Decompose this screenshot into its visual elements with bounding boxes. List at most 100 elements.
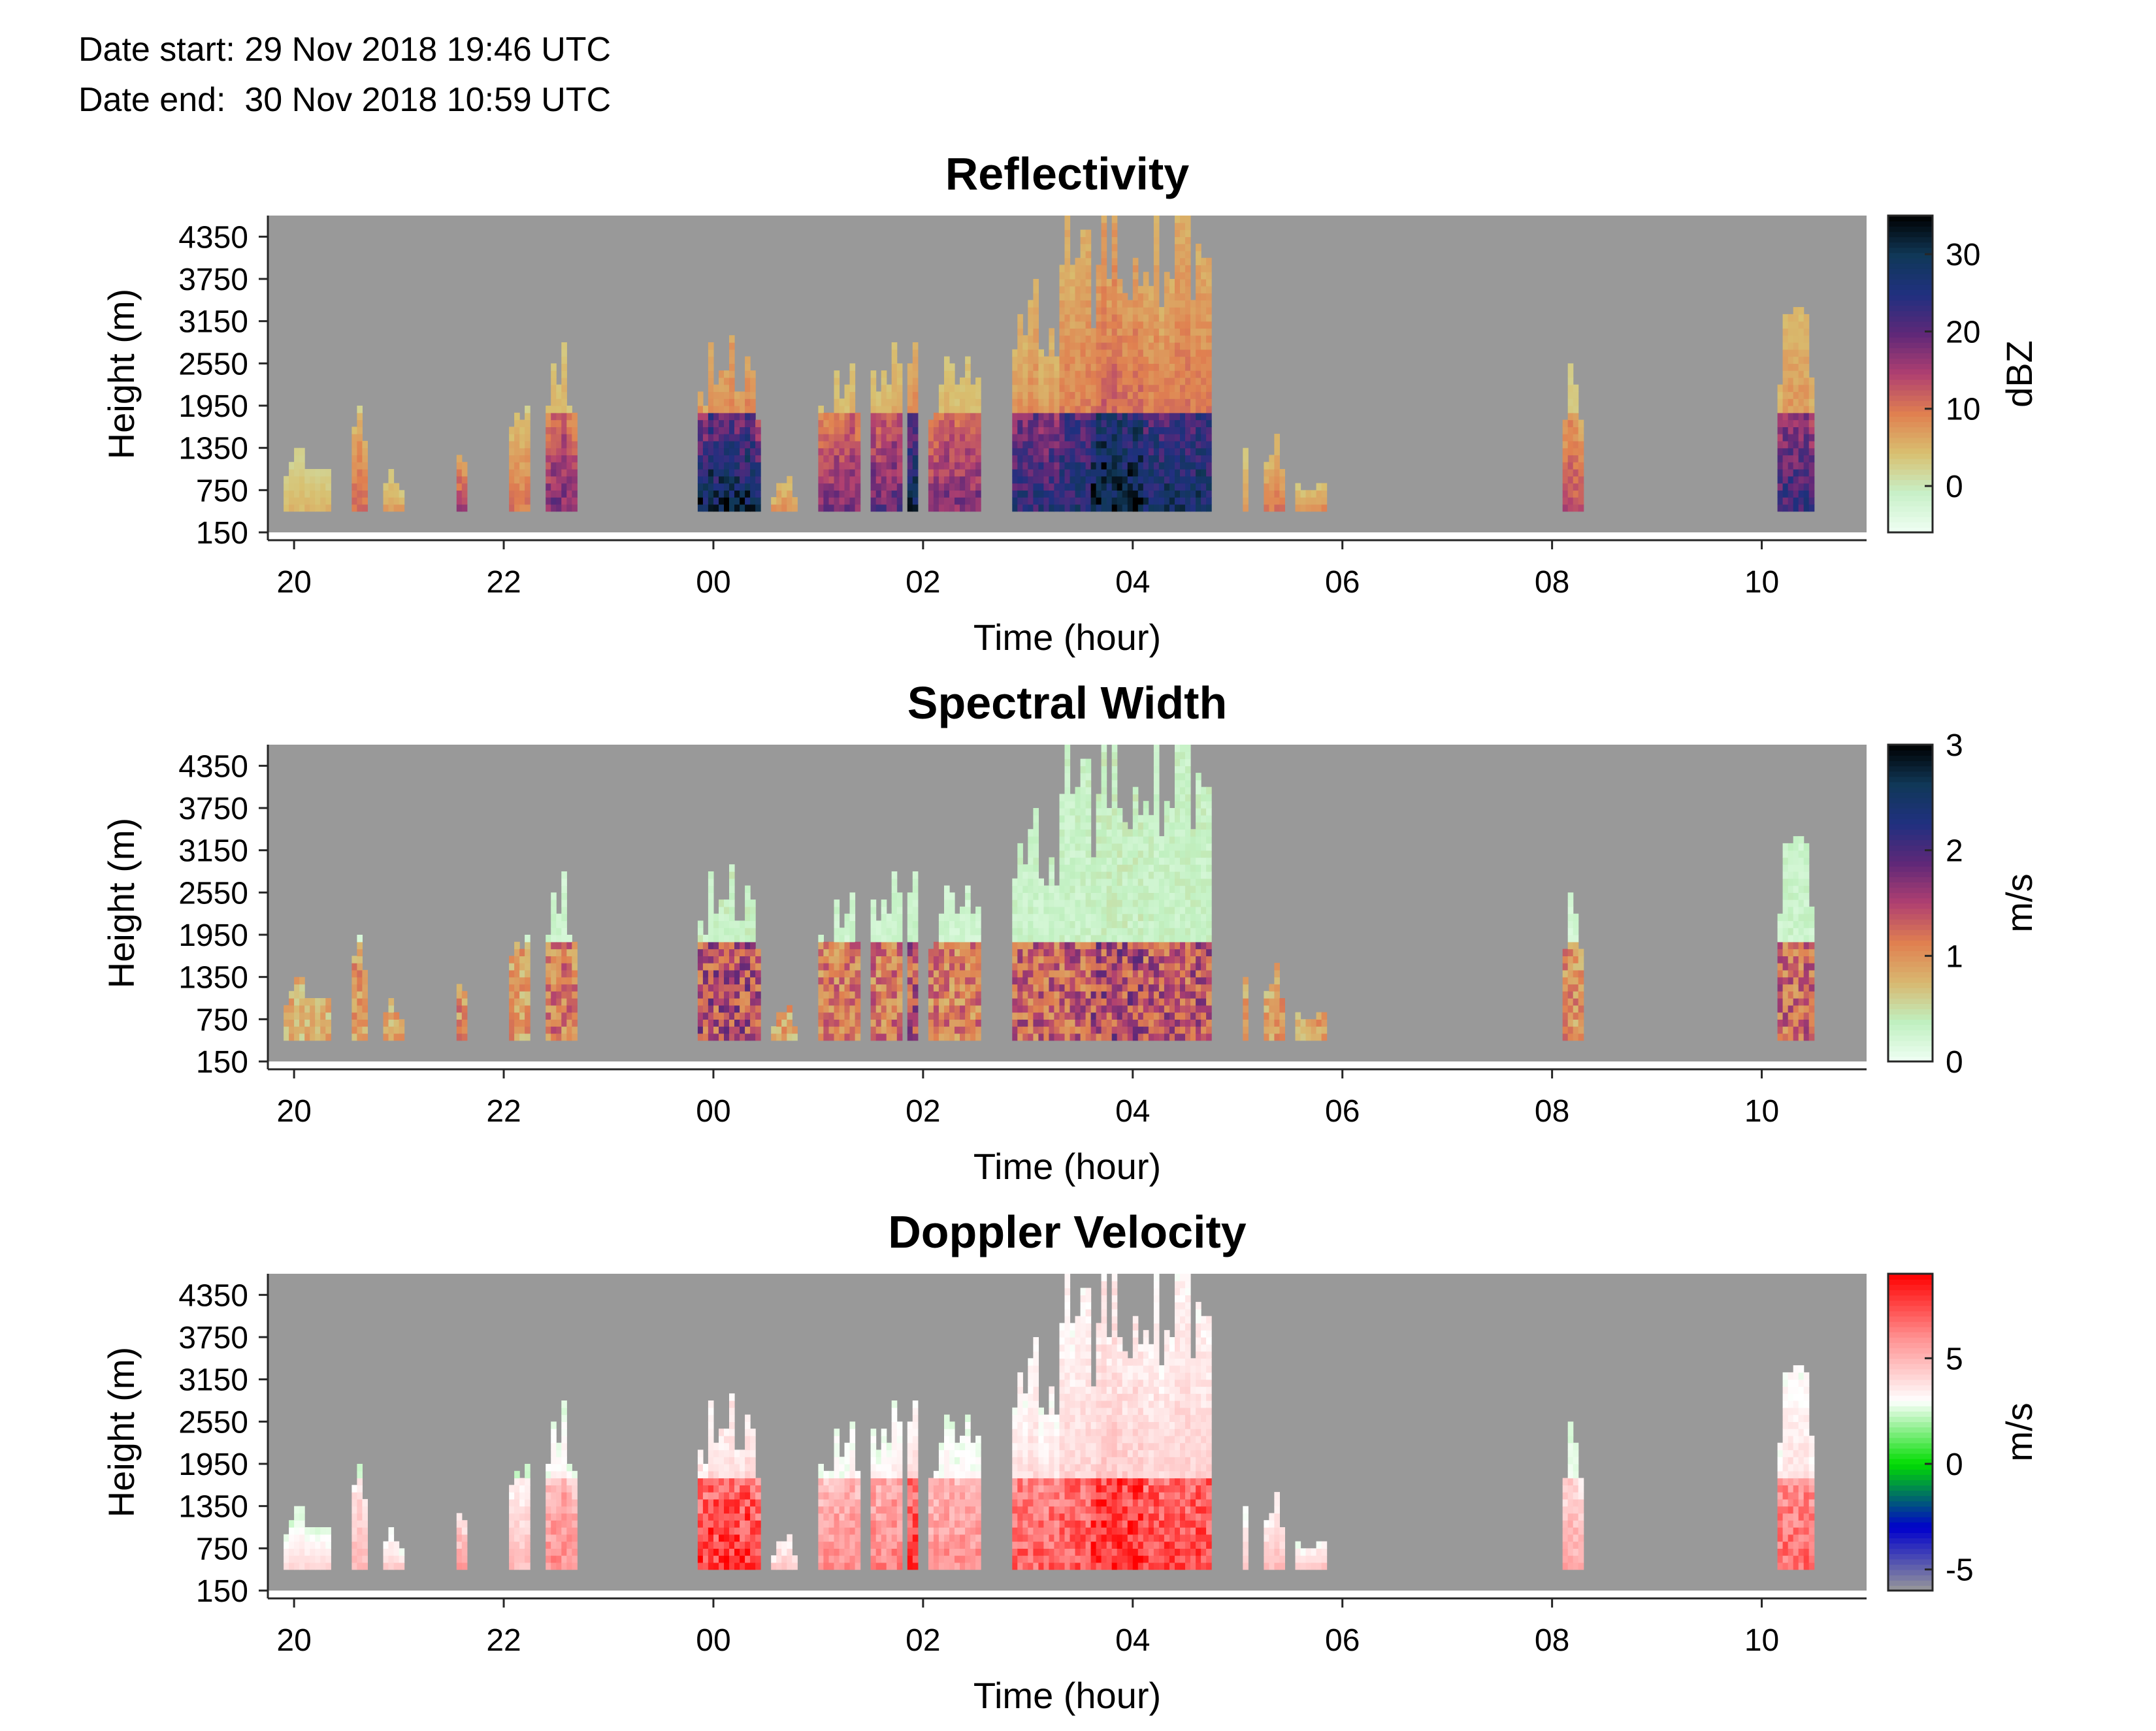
- heatmap-cell: [1075, 427, 1081, 434]
- heatmap-cell: [1028, 363, 1034, 370]
- heatmap-cell: [750, 420, 756, 427]
- heatmap-cell: [1054, 942, 1060, 949]
- heatmap-cell: [1206, 794, 1212, 801]
- heatmap-cell: [1573, 420, 1579, 427]
- heatmap-cell: [1091, 991, 1097, 998]
- heatmap-cell: [1201, 448, 1207, 455]
- heatmap-cell: [1096, 991, 1102, 998]
- heatmap-cell: [892, 434, 898, 441]
- heatmap-cell: [514, 998, 520, 1005]
- heatmap-cell: [1070, 928, 1076, 935]
- heatmap-cell: [1117, 935, 1123, 942]
- heatmap-cell: [1159, 462, 1165, 469]
- heatmap-cell: [729, 1005, 735, 1012]
- heatmap-cell: [1788, 469, 1794, 476]
- heatmap-cell: [1793, 448, 1799, 455]
- heatmap-cell: [1086, 892, 1092, 899]
- heatmap-cell: [1196, 363, 1201, 370]
- heatmap-cell: [755, 441, 761, 448]
- heatmap-cell: [840, 434, 845, 441]
- heatmap-cell: [1201, 808, 1207, 815]
- heatmap-cell: [1206, 970, 1212, 977]
- y-tick-label: 1350: [178, 432, 248, 466]
- heatmap-cell: [1169, 441, 1175, 448]
- heatmap-cell: [939, 977, 945, 984]
- heatmap-cell: [1159, 448, 1165, 455]
- heatmap-cell: [1783, 434, 1789, 441]
- colorbar-segment: [1888, 400, 1933, 406]
- heatmap-cell: [1809, 476, 1815, 483]
- heatmap-cell: [561, 483, 567, 491]
- heatmap-cell: [1164, 476, 1170, 483]
- heatmap-cell: [850, 1026, 856, 1033]
- heatmap-cell: [1149, 977, 1154, 984]
- heatmap-cell: [1086, 328, 1092, 335]
- heatmap-cell: [1033, 363, 1039, 370]
- heatmap-cell: [1799, 504, 1805, 511]
- heatmap-cell: [1033, 984, 1039, 991]
- heatmap-cell: [740, 413, 745, 420]
- heatmap-cell: [1122, 469, 1128, 476]
- heatmap-cell: [960, 1012, 966, 1020]
- heatmap-cell: [1022, 977, 1028, 984]
- heatmap-cell: [1175, 1019, 1181, 1026]
- heatmap-cell: [1185, 759, 1191, 766]
- heatmap-cell: [1086, 970, 1092, 977]
- heatmap-cell: [1070, 328, 1076, 335]
- heatmap-cell: [546, 1026, 551, 1033]
- heatmap-cell: [556, 420, 562, 427]
- heatmap-cell: [1065, 1012, 1071, 1020]
- heatmap-cell: [1133, 808, 1139, 815]
- heatmap-cell: [1164, 300, 1170, 307]
- heatmap-cell: [955, 427, 960, 434]
- heatmap-cell: [708, 448, 714, 455]
- heatmap-cell: [1022, 1005, 1028, 1012]
- heatmap-cell: [1017, 892, 1023, 899]
- heatmap-cell: [1075, 434, 1081, 441]
- heatmap-cell: [1117, 420, 1123, 427]
- heatmap-cell: [845, 448, 851, 455]
- heatmap-cell: [525, 420, 531, 427]
- heatmap-cell: [907, 462, 913, 469]
- heatmap-cell: [546, 434, 551, 441]
- heatmap-cell: [1043, 942, 1049, 949]
- heatmap-cell: [1568, 378, 1574, 385]
- heatmap-cell: [975, 455, 981, 462]
- heatmap-cell: [1065, 956, 1071, 963]
- heatmap-cell: [1133, 1026, 1139, 1033]
- heatmap-cell: [1196, 398, 1201, 406]
- heatmap-cell: [745, 413, 751, 420]
- heatmap-cell: [1028, 949, 1034, 956]
- colorbar-segment: [1888, 511, 1933, 517]
- heatmap-cell: [394, 1019, 400, 1026]
- heatmap-cell: [1112, 801, 1118, 808]
- heatmap-cell: [1316, 497, 1322, 504]
- heatmap-cell: [1783, 398, 1789, 406]
- heatmap-cell: [881, 914, 887, 921]
- heatmap-cell: [703, 469, 709, 476]
- heatmap-cell: [1138, 391, 1144, 398]
- heatmap-cell: [949, 928, 955, 935]
- heatmap-cell: [1028, 370, 1034, 378]
- heatmap-cell: [1804, 398, 1810, 406]
- heatmap-cell: [776, 1012, 782, 1020]
- heatmap-cell: [1143, 1012, 1149, 1020]
- heatmap-cell: [1185, 920, 1191, 928]
- heatmap-cell: [897, 469, 903, 476]
- heatmap-cell: [1012, 398, 1018, 406]
- heatmap-cell: [1201, 490, 1207, 497]
- heatmap-cell: [939, 935, 945, 942]
- heatmap-cell: [913, 949, 919, 956]
- heatmap-cell: [357, 956, 363, 963]
- heatmap-cell: [1081, 836, 1086, 843]
- heatmap-cell: [1128, 335, 1134, 342]
- heatmap-cell: [1017, 357, 1023, 364]
- heatmap-cell: [299, 977, 305, 984]
- heatmap-cell: [1201, 258, 1207, 265]
- heatmap-cell: [750, 984, 756, 991]
- heatmap-cell: [850, 914, 856, 921]
- heatmap-cell: [1154, 1019, 1160, 1026]
- heatmap-cell: [1102, 357, 1107, 364]
- heatmap-cell: [389, 1033, 395, 1041]
- heatmap-cell: [1164, 942, 1170, 949]
